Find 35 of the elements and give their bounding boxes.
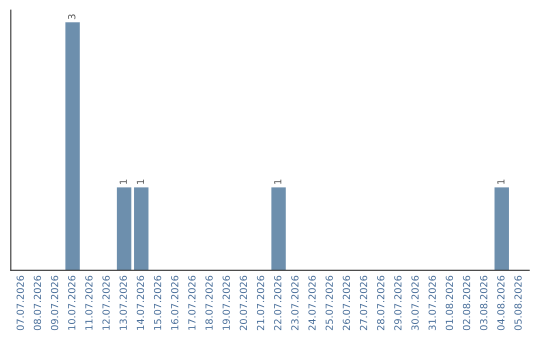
x-tick-label: 15.07.2026: [154, 276, 162, 330]
x-tick-label: 30.07.2026: [411, 276, 419, 330]
x-tick-label: 20.07.2026: [240, 276, 248, 330]
data-label: 3: [68, 14, 76, 20]
x-tick-label: 28.07.2026: [377, 276, 384, 330]
x-tick-label: 26.07.2026: [342, 276, 350, 330]
x-tick-label: 19.07.2026: [222, 276, 230, 330]
x-tick-label: 03.08.2026: [480, 276, 488, 330]
x-tick-label: 25.07.2026: [326, 276, 333, 330]
data-label: 1: [274, 180, 282, 184]
x-tick-label: 18.07.2026: [205, 276, 213, 330]
x-tick-label: 04.08.2026: [497, 276, 505, 330]
x-tick-label: 07.07.2026: [16, 276, 24, 330]
x-tick-label: 22.07.2026: [274, 276, 282, 330]
data-label: 1: [120, 180, 127, 184]
x-tick-label: 08.07.2026: [34, 276, 42, 330]
x-tick-label: 16.07.2026: [171, 276, 178, 330]
x-tick-label: 24.07.2026: [308, 276, 316, 330]
x-tick-label: 09.07.2026: [50, 276, 58, 330]
x-tick-label: 05.08.2026: [514, 276, 522, 330]
x-tick-label: 11.07.2026: [85, 276, 93, 330]
x-tick-label: 23.07.2026: [291, 276, 299, 330]
x-tick-label: 27.07.2026: [360, 276, 368, 330]
x-tick-label: 31.07.2026: [428, 276, 436, 330]
x-tick-label: 01.08.2026: [446, 276, 454, 330]
x-tick-label: 21.07.2026: [256, 276, 264, 330]
data-label: 1: [497, 180, 504, 184]
x-tick-label: 12.07.2026: [102, 276, 110, 330]
x-tick-label: 10.07.2026: [68, 276, 76, 330]
x-tick-label: 29.07.2026: [394, 276, 402, 330]
x-tick-label: 02.08.2026: [462, 276, 470, 330]
x-tick-label: 17.07.2026: [188, 276, 196, 330]
x-tick-label: 13.07.2026: [120, 276, 127, 330]
x-tick-label: 14.07.2026: [136, 276, 144, 330]
data-label: 1: [136, 180, 144, 184]
